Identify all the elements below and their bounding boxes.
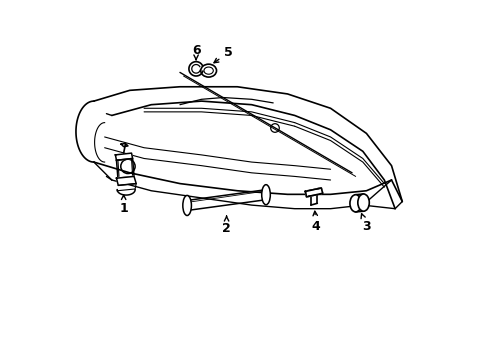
Ellipse shape [357,194,368,211]
Ellipse shape [261,185,270,205]
Polygon shape [116,176,136,185]
Text: 5: 5 [214,46,232,63]
Text: 6: 6 [191,44,200,60]
Polygon shape [115,153,132,160]
Text: 2: 2 [222,216,230,235]
Ellipse shape [183,195,191,216]
Ellipse shape [349,195,361,212]
Text: 4: 4 [311,211,320,233]
Text: 1: 1 [119,195,128,215]
Text: 3: 3 [360,214,370,233]
Polygon shape [305,188,322,197]
